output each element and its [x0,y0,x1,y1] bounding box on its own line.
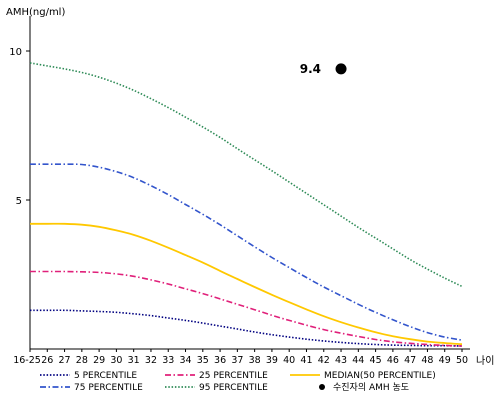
x-tick-label: 27 [59,355,71,366]
x-tick-label: 49 [439,355,451,366]
series-lines [29,62,463,347]
x-tick-label: 44 [352,355,364,366]
legend-label: MEDIAN(50 PERCENTILE) [324,371,436,381]
x-tick-label: 37 [231,355,243,366]
x-tick-label: 28 [76,355,88,366]
series-line-5-percentile [30,309,463,347]
x-tick-label: 42 [318,355,330,366]
series-line-75-percentile [29,163,463,341]
x-tick-label: 26 [41,355,53,366]
x-tick-label: 33 [162,355,174,366]
x-tick-label: 29 [93,355,105,366]
legend-label: 5 PERCENTILE [74,371,137,381]
x-axis-label: 나이 [476,355,494,367]
x-tick-label: 43 [335,355,347,366]
x-tick-label: 34 [179,355,191,366]
y-ticks: 5 10 [9,47,30,207]
y-tick-label: 5 [16,196,22,207]
series-line-median-50-percentile [29,222,463,346]
x-ticks: 16-25 26 27 28 29 30 31 32 33 34 35 36 37 38 39 40 41 42 4… [13,349,468,366]
legend-label: 75 PERCENTILE [74,383,143,393]
x-tick-label: 39 [266,355,278,366]
y-axis-label: AMH(ng/ml) [6,7,65,18]
x-tick-label: 38 [249,355,261,366]
y-tick-label: 10 [9,47,22,58]
x-tick-label: 47 [404,355,416,366]
x-tick-label: 45 [370,355,382,366]
data-points: 9.4 [300,62,347,76]
x-tick-label: 46 [387,355,399,366]
x-tick-label: 32 [145,355,157,366]
legend: 5 PERCENTILE 25 PERCENTILE MEDIAN(50 PERCE… [40,371,436,393]
x-tick-label: 30 [110,355,122,366]
x-tick-label: 31 [128,355,140,366]
x-tick-label: 48 [421,355,433,366]
patient-amh-point [335,63,347,75]
x-tick-label: 40 [283,355,295,366]
series-line-95-percentile [29,62,463,288]
legend-label: 95 PERCENTILE [199,383,268,393]
x-tick-label: 35 [197,355,209,366]
x-tick-label: 41 [300,355,312,366]
legend-label: 25 PERCENTILE [199,371,268,381]
x-tick-label: 36 [214,355,226,366]
legend-marker [319,384,325,390]
x-tick-label: 50 [456,355,468,366]
patient-amh-value-label: 9.4 [300,62,321,76]
x-tick-label: 16-25 [13,355,41,366]
legend-label: 수진자의 AMH 농도 [333,382,409,393]
